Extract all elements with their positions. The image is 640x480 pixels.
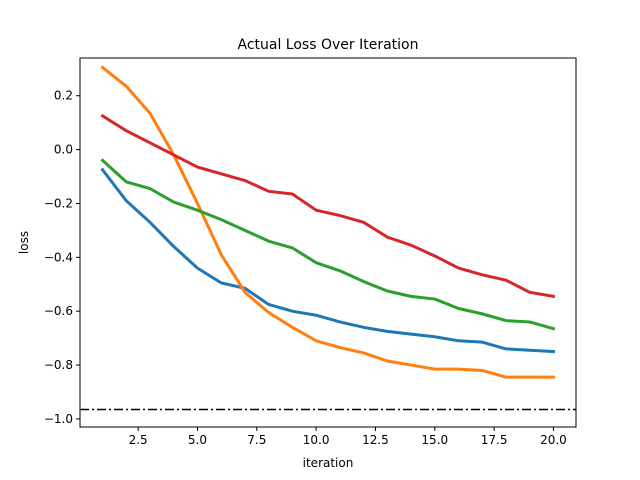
axes-frame — [79, 57, 577, 428]
series-line-2 — [100, 65, 555, 379]
y-tick-label: −0.2 — [44, 196, 73, 210]
x-tick-label: 2.5 — [129, 433, 148, 447]
x-tick-label: 15.0 — [421, 433, 448, 447]
y-tick-label: −1.0 — [44, 412, 73, 426]
y-tick-label: 0.2 — [54, 89, 73, 103]
series-line-3 — [100, 158, 556, 331]
plot-area — [80, 65, 576, 411]
x-tick-label: 12.5 — [362, 433, 389, 447]
axis-ticks: 2.5 5.0 7.5 10.0 12.5 15.0 17.5 20.0 0.2 0.0 −0.2 −… — [44, 89, 567, 447]
x-tick-label: 20.0 — [540, 433, 567, 447]
x-tick-label: 7.5 — [247, 433, 266, 447]
series-line-4 — [100, 113, 556, 299]
x-tick-label: 17.5 — [481, 433, 508, 447]
x-tick-label: 10.0 — [303, 433, 330, 447]
x-axis-label: iteration — [303, 456, 354, 470]
y-tick-label: 0.0 — [54, 143, 73, 157]
x-tick-label: 5.0 — [188, 433, 207, 447]
y-tick-label: −0.8 — [44, 358, 73, 372]
y-axis-label: loss — [17, 231, 31, 254]
y-tick-label: −0.4 — [44, 250, 73, 264]
y-tick-label: −0.6 — [44, 304, 73, 318]
chart-title: Actual Loss Over Iteration — [238, 37, 419, 53]
series-line-1 — [100, 167, 556, 354]
